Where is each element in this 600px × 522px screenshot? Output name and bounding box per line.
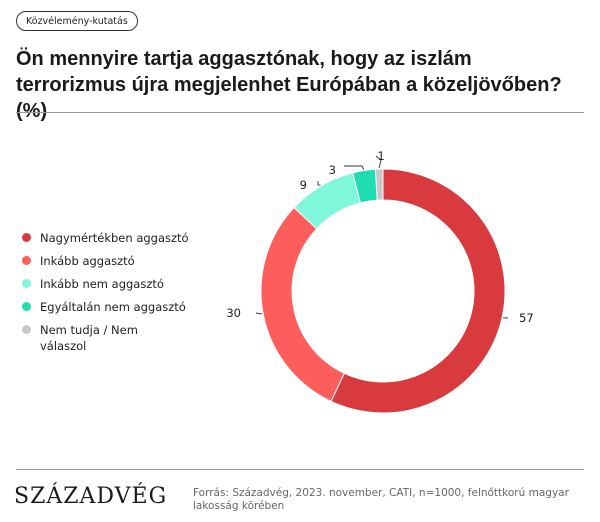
slice-nagymertekben xyxy=(330,168,506,414)
slice-inkabb xyxy=(260,206,345,403)
chart-title: Ön mennyire tartja aggasztónak, hogy az … xyxy=(16,48,562,122)
data-label: 3 xyxy=(329,163,336,177)
source-note: Forrás: Századvég, 2023. november, CATI,… xyxy=(193,487,569,512)
leader-line xyxy=(255,312,263,315)
data-label: 9 xyxy=(300,178,307,192)
legend-item-egyaltalan-nem: Egyáltalán nem aggasztó xyxy=(22,299,197,315)
donut-chart: 57 30 9 3 1 xyxy=(226,149,534,414)
legend-label: Egyáltalán nem aggasztó xyxy=(40,300,186,314)
legend-item-nem-tudja: Nem tudja / Nem válaszol xyxy=(22,322,197,354)
legend-label: Inkább aggasztó xyxy=(40,254,135,268)
legend-swatch xyxy=(22,279,31,288)
leader-line xyxy=(375,155,382,169)
legend-item-inkabb-nem: Inkább nem aggasztó xyxy=(22,276,197,292)
legend-swatch xyxy=(22,233,31,242)
brand-logo: SZÁZADVÉG xyxy=(14,484,168,509)
legend-item-inkabb: Inkább aggasztó xyxy=(22,253,197,269)
data-label: 1 xyxy=(377,149,384,163)
category-tag: Közvélemény-kutatás xyxy=(16,11,138,31)
leader-line xyxy=(317,181,321,186)
data-label: 57 xyxy=(519,311,534,325)
bottom-divider xyxy=(16,469,584,470)
data-label: 30 xyxy=(226,306,241,320)
legend-label: Nem tudja / Nem válaszol xyxy=(40,323,138,353)
legend-swatch xyxy=(22,325,31,334)
legend-swatch xyxy=(22,302,31,311)
legend-swatch xyxy=(22,256,31,265)
legend-label: Nagymértékben aggasztó xyxy=(40,231,189,245)
top-divider xyxy=(16,112,584,113)
legend-label: Inkább nem aggasztó xyxy=(40,277,164,291)
legend-item-nagymertekben: Nagymértékben aggasztó xyxy=(22,230,197,246)
leader-line xyxy=(344,165,365,170)
slice-nem-tudja xyxy=(374,168,384,201)
chart-legend: Nagymértékben aggasztó Inkább aggasztó I… xyxy=(22,230,197,361)
